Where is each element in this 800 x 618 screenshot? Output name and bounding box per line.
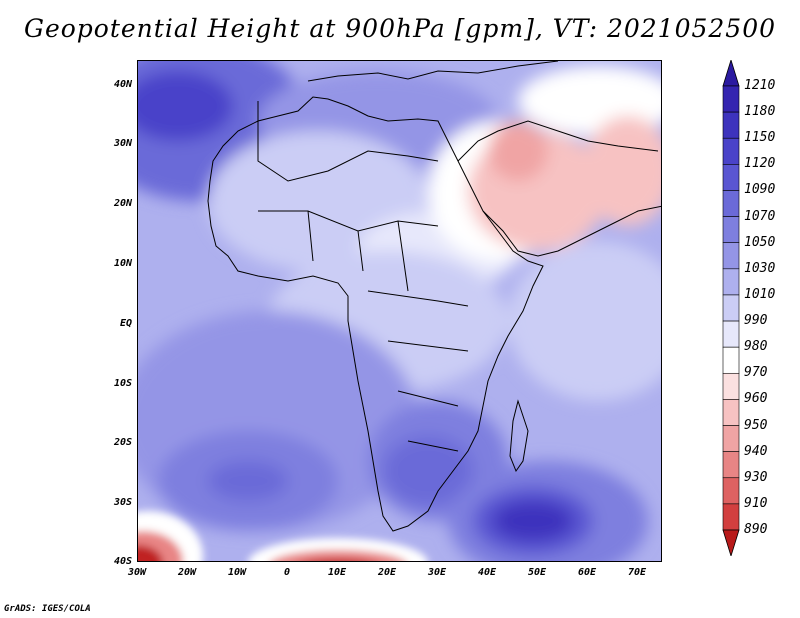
colorbar-segment [722,503,740,531]
lon-label-20w: 20W [177,567,197,578]
colorbar-label: 1120 [744,156,776,172]
colorbar-label: 1180 [744,104,776,120]
colorbar-label: 990 [744,313,768,329]
colorbar [722,60,740,556]
colorbar-segment [722,399,740,426]
colorbar-segment [722,190,740,217]
coastlines [207,61,661,532]
colorbar-label: 1090 [744,182,776,198]
lon-label-30w: 30W [127,567,147,578]
colorbar-label: 930 [744,469,768,485]
lon-label-60e: 60E [577,567,597,578]
lat-label-10n: 10N [113,258,132,269]
colorbar-label: 950 [744,417,768,433]
colorbar-label: 1030 [744,260,776,276]
colorbar-segment [722,268,740,296]
arabia-coastline [457,120,661,257]
lat-label-10s: 10S [113,378,132,389]
lon-label-40e: 40E [477,567,497,578]
lat-label-40s: 40S [113,556,132,567]
lat-label-40n: 40N [113,79,132,90]
colorbar-label: 960 [744,391,768,407]
lat-label-30s: 30S [113,497,132,508]
colorbar-segment [722,242,740,270]
colorbar-segment [722,372,740,400]
colorbar-top-arrow [722,60,740,87]
lat-label-30n: 30N [113,138,132,149]
colorbar-label: 1010 [744,286,776,302]
colorbar-segment [722,346,740,374]
colorbar-label: 890 [744,522,768,537]
colorbar-label: 1210 [744,78,776,93]
field-shading [138,61,661,561]
geopotential-map [138,61,661,561]
lon-label-0: 0 [283,567,291,578]
lat-label-eq: EQ [119,318,132,329]
lon-label-70e: 70E [627,567,647,578]
colorbar-segment [722,85,740,113]
map-frame [137,60,662,562]
colorbar-segment [722,425,740,452]
colorbar-segment [722,451,740,479]
credit-text: GrADS: IGES/COLA [4,604,91,614]
country-borders [258,210,469,452]
colorbar-segment [722,111,740,139]
colorbar-label: 1070 [744,208,776,224]
southern-lows [138,511,428,561]
europe-coast [307,61,559,82]
lat-label-20s: 20S [113,437,132,448]
colorbar-label: 1150 [744,130,776,146]
colorbar-label: 970 [744,365,768,381]
lat-label-20n: 20N [113,198,132,209]
lon-label-50e: 50E [527,567,547,578]
colorbar-segment [722,320,740,348]
lon-label-10w: 10W [227,567,247,578]
colorbar-label: 940 [744,443,768,459]
lon-label-20e: 20E [377,567,397,578]
colorbar-segment [722,477,740,505]
colorbar-bottom-arrow [722,529,740,556]
colorbar-segment [722,216,740,244]
north-borders [257,101,439,182]
colorbar-label: 910 [744,495,768,511]
colorbar-label: 1050 [744,234,776,250]
colorbar-label: 980 [744,339,768,355]
africa-coastline [207,96,544,532]
colorbar-segment [722,137,740,165]
colorbar-segment [722,294,740,322]
lon-label-30e: 30E [427,567,447,578]
colorbar-segment [722,164,740,191]
chart-title: Geopotential Height at 900hPa [gpm], VT:… [23,14,777,43]
madagascar [509,399,529,473]
lon-label-10e: 10E [327,567,347,578]
